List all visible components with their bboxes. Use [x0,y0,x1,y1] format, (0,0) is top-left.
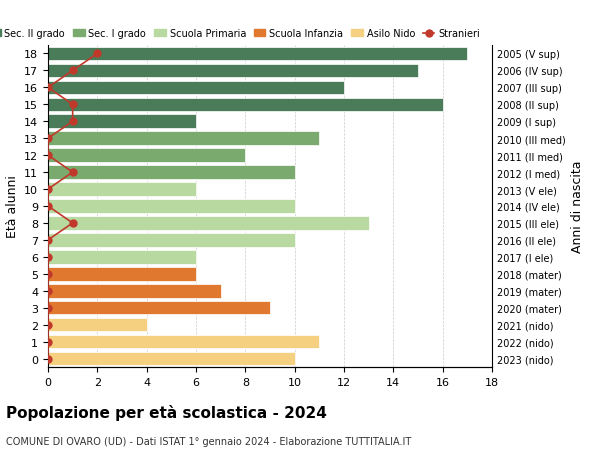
Point [68,67,77,75]
Bar [48,65,418,78]
Bar [48,352,295,365]
Y-axis label: Età alunni: Età alunni [5,175,19,238]
Point [92,50,102,58]
Point [43,135,53,143]
Bar [48,48,467,61]
Point [43,203,53,210]
Bar [48,183,196,196]
Point [43,186,53,193]
Point [43,270,53,278]
Point [68,220,77,227]
Point [43,152,53,159]
Point [43,355,53,363]
Bar [48,284,221,298]
Bar [48,149,245,162]
Bar [48,98,443,112]
Point [68,118,77,126]
Point [43,237,53,244]
Point [43,304,53,312]
Bar [48,268,196,281]
Bar [48,132,319,146]
Legend: Sec. II grado, Sec. I grado, Scuola Primaria, Scuola Infanzia, Asilo Nido, Stran: Sec. II grado, Sec. I grado, Scuola Prim… [0,25,484,43]
Bar [48,166,295,179]
Point [43,321,53,329]
Bar [48,217,368,230]
Bar [48,335,319,348]
Point [68,169,77,176]
Y-axis label: Anni di nascita: Anni di nascita [571,160,584,253]
Text: COMUNE DI OVARO (UD) - Dati ISTAT 1° gennaio 2024 - Elaborazione TUTTITALIA.IT: COMUNE DI OVARO (UD) - Dati ISTAT 1° gen… [6,436,411,446]
Text: Popolazione per età scolastica - 2024: Popolazione per età scolastica - 2024 [6,404,327,420]
Bar [48,251,196,264]
Bar [48,81,344,95]
Point [43,338,53,346]
Bar [48,115,196,129]
Point [43,287,53,295]
Point [43,84,53,92]
Bar [48,301,270,315]
Bar [48,234,295,247]
Point [68,101,77,109]
Bar [48,200,295,213]
Bar [48,318,146,332]
Point [43,254,53,261]
